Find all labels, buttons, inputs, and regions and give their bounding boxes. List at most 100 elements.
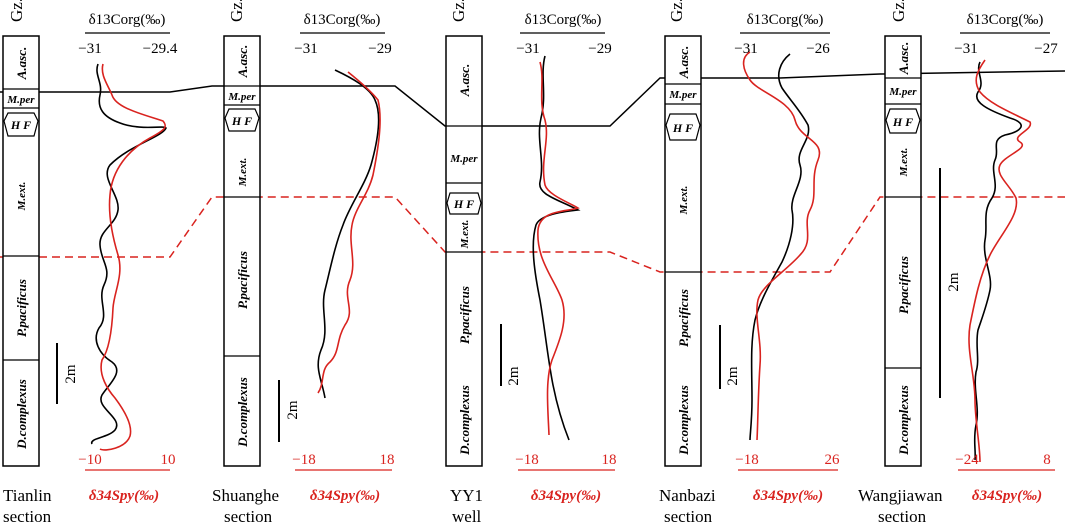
carbon-axis-min: −31 <box>294 41 317 57</box>
gz-header: Gz. <box>667 0 686 22</box>
zone-label: H F <box>10 118 31 132</box>
section-name-line2: section <box>664 507 713 526</box>
section-name-line1: YY1 <box>450 486 483 505</box>
hf-box <box>885 108 921 134</box>
section-yy1: Gz. A.asc. M.per H F M.ext. P.pacificus … <box>445 0 617 526</box>
carbon-axis-label: δ13Corg(‰) <box>304 12 381 28</box>
section-nanbazi: Gz. A.asc. M.per H F M.ext. P.pacificus … <box>659 0 840 526</box>
carbon-axis-min: −31 <box>734 41 757 57</box>
zone-label: H F <box>453 197 474 211</box>
scale-label: 2m <box>63 364 79 384</box>
zone-label: M.per <box>6 94 35 106</box>
sulfur-axis-min: −10 <box>78 452 101 468</box>
sulfur-axis-min: −18 <box>292 452 315 468</box>
sulfur-axis-max: 18 <box>380 452 395 468</box>
section-name-line2: section <box>224 507 273 526</box>
zone-label: M.per <box>227 91 256 103</box>
zone-label: M.per <box>668 89 697 101</box>
zone-label: A.asc. <box>457 64 472 98</box>
zone-column <box>445 35 483 467</box>
zone-column <box>223 35 261 467</box>
section-name-line1: Tianlin <box>3 486 52 505</box>
carbon-axis-max: −29 <box>588 41 611 57</box>
zone-label: P.pacificus <box>457 286 472 344</box>
section-wangjiawan: Gz. A.asc. M.per H F M.ext. P.pacificus … <box>858 0 1058 526</box>
sulfur-axis-label: δ34Spy(‰) <box>531 488 601 504</box>
zone-label: A.asc. <box>676 46 691 80</box>
zone-label: M.ext. <box>678 186 690 216</box>
sulfur-curve <box>968 59 1032 463</box>
zone-label: A.asc. <box>235 45 250 79</box>
sulfur-curve <box>99 63 166 451</box>
hf-box <box>224 108 260 132</box>
carbon-axis-label: δ13Corg(‰) <box>747 12 824 28</box>
section-name-line2: section <box>3 507 52 526</box>
scale-label: 2m <box>946 272 962 292</box>
sulfur-axis-max: 26 <box>825 452 841 468</box>
zone-label: H F <box>892 115 913 129</box>
section-shuanghe: Gz. A.asc. M.per H F M.ext. P.pacificus … <box>212 0 395 526</box>
section-name-line1: Shuanghe <box>212 486 279 505</box>
sulfur-axis-min: −18 <box>515 452 538 468</box>
zone-column <box>884 35 922 467</box>
zone-label: D.complexus <box>676 385 691 456</box>
sulfur-axis-label: δ34Spy(‰) <box>972 488 1042 504</box>
sulfur-curve <box>317 71 381 394</box>
carbon-curve <box>973 61 1022 461</box>
zone-label: A.asc. <box>896 42 911 76</box>
carbon-axis-min: −31 <box>516 41 539 57</box>
section-name-line1: Wangjiawan <box>858 486 943 505</box>
hf-box <box>665 113 701 141</box>
scale-label: 2m <box>725 366 741 386</box>
zone-label: H F <box>231 114 252 128</box>
zone-label: D.complexus <box>896 385 911 456</box>
zone-label: P.pacificus <box>235 251 250 309</box>
zone-label: P.pacificus <box>676 289 691 347</box>
sulfur-axis-max: 18 <box>602 452 617 468</box>
zone-label: P.pacificus <box>896 256 911 314</box>
carbon-axis-min: −31 <box>954 41 977 57</box>
zone-label: M.ext. <box>237 158 249 188</box>
gz-header: Gz. <box>889 0 908 22</box>
carbon-axis-max: −29 <box>368 41 391 57</box>
sulfur-axis-max: 10 <box>161 452 176 468</box>
section-name-line1: Nanbazi <box>659 486 716 505</box>
section-tianlin: Gz. A.asc. M.per H F M.ext. P.pacificus … <box>2 0 178 526</box>
hf-box <box>3 112 39 137</box>
zone-column <box>664 35 702 467</box>
carbon-axis-max: −27 <box>1034 41 1058 57</box>
gz-header: Gz. <box>7 0 26 22</box>
zone-label: M.ext. <box>16 182 28 212</box>
zone-label: M.per <box>888 86 917 98</box>
carbon-axis-label: δ13Corg(‰) <box>89 12 166 28</box>
zone-label: M.per <box>449 153 478 165</box>
carbon-axis-label: δ13Corg(‰) <box>525 12 602 28</box>
sulfur-axis-min: −18 <box>735 452 758 468</box>
section-name-line2: well <box>452 507 482 526</box>
carbon-curve <box>317 69 380 399</box>
zone-label: M.ext. <box>459 220 471 250</box>
zone-label: M.ext. <box>898 148 910 178</box>
gz-header: Gz. <box>227 0 246 22</box>
scale-label: 2m <box>506 366 522 386</box>
zone-label: P.pacificus <box>14 279 29 337</box>
correlation-line-carbon <box>0 70 1065 127</box>
carbon-axis-max: −29.4 <box>143 41 178 57</box>
carbon-curve <box>91 63 167 445</box>
gz-header: Gz. <box>449 0 468 22</box>
carbon-axis-label: δ13Corg(‰) <box>967 12 1044 28</box>
scale-label: 2m <box>285 400 301 420</box>
zone-label: H F <box>672 121 693 135</box>
sulfur-axis-min: −24 <box>955 452 979 468</box>
zone-label: D.complexus <box>14 379 29 450</box>
sulfur-curve <box>537 61 580 436</box>
section-name-line2: section <box>878 507 927 526</box>
zone-label: A.asc. <box>14 47 29 81</box>
sulfur-axis-label: δ34Spy(‰) <box>753 488 823 504</box>
carbon-axis-min: −31 <box>78 41 101 57</box>
carbon-curve <box>749 53 810 441</box>
hf-box <box>446 192 482 215</box>
zone-label: D.complexus <box>235 377 250 448</box>
sulfur-axis-max: 8 <box>1043 452 1051 468</box>
